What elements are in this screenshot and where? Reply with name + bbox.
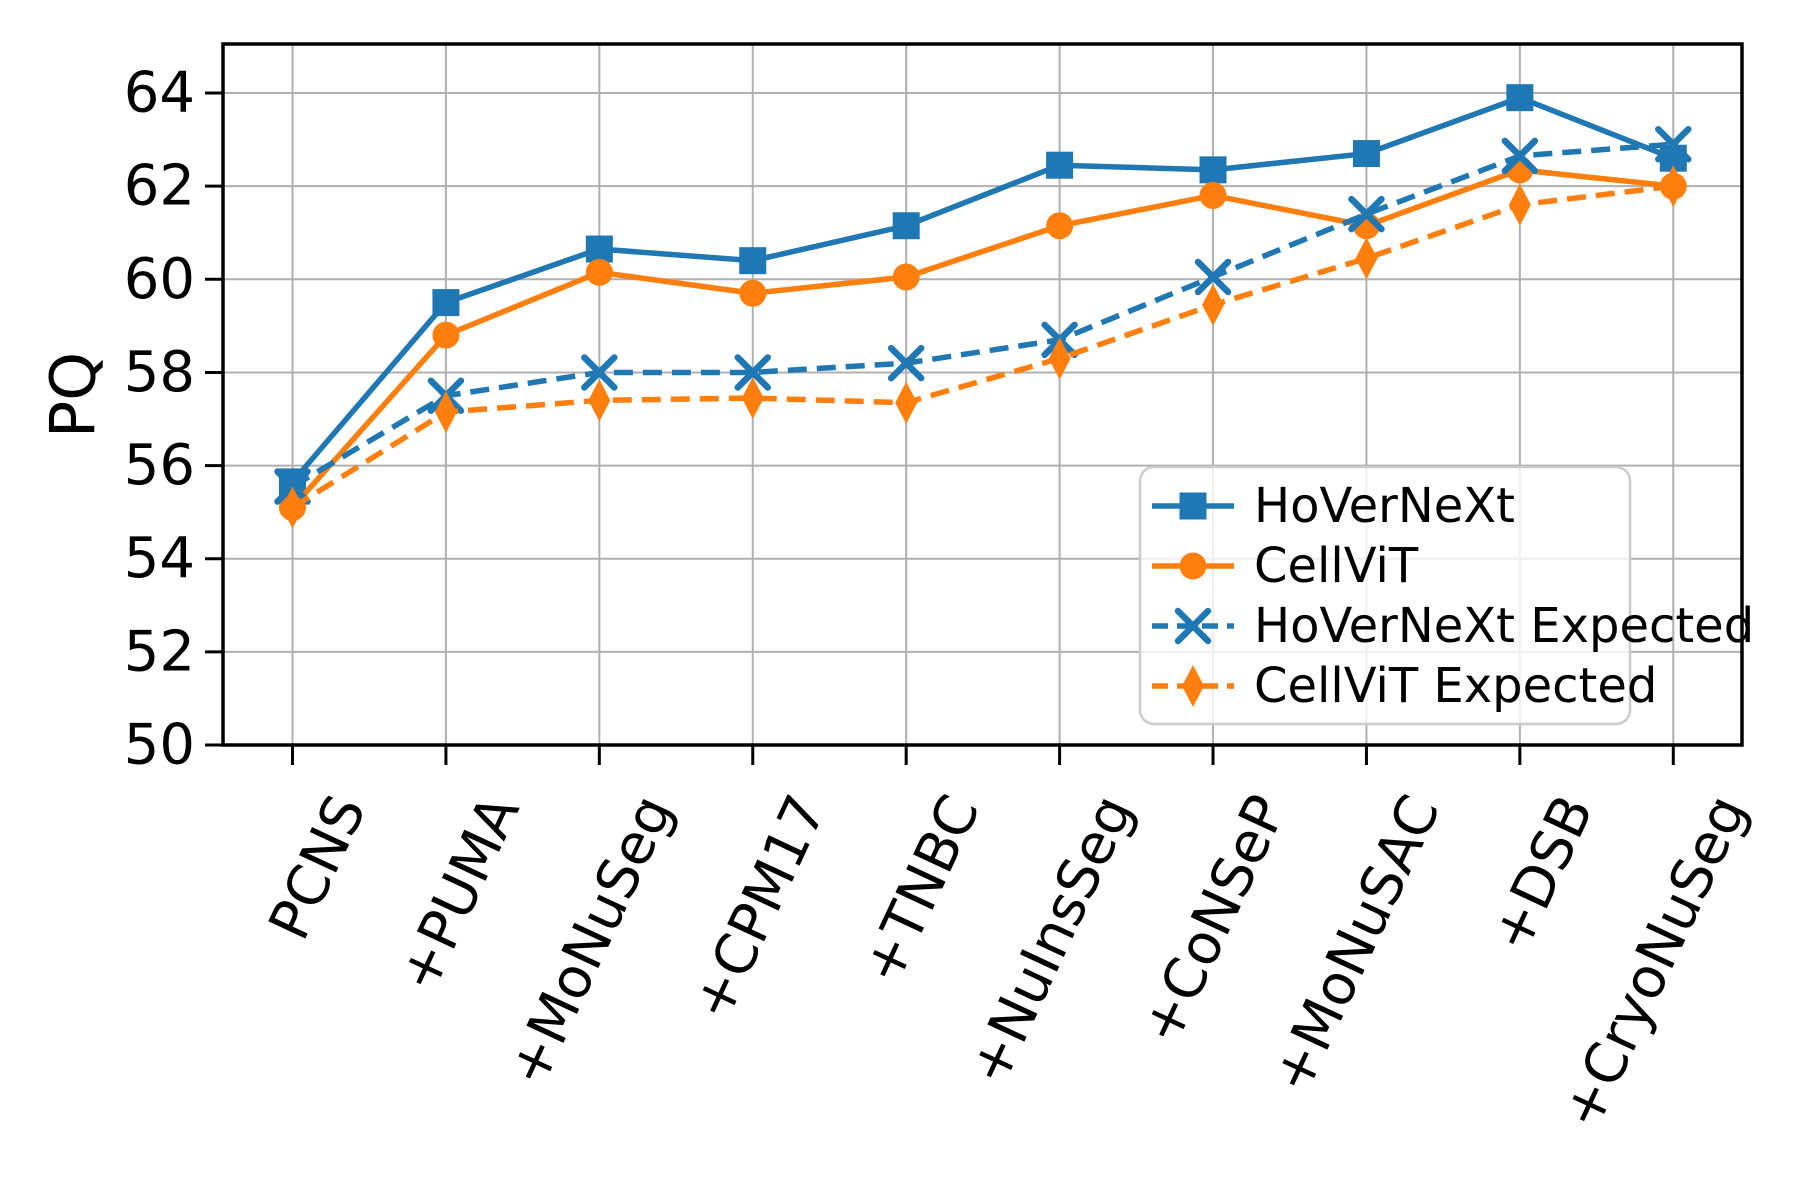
thin-diamond-marker [588,379,611,422]
y-tick-label: 50 [124,713,195,778]
thin-diamond-marker [1355,237,1378,280]
series-line-hovernext [290,94,1675,484]
legend-label: CellViT Expected [1254,658,1657,714]
x-marker [581,354,618,391]
x-marker [1174,607,1212,645]
square-marker [1179,492,1207,520]
thin-diamond-marker [1662,165,1685,208]
circle-marker [739,279,767,307]
thin-diamond-marker [1508,183,1531,226]
square-marker [1199,156,1227,184]
x-marker [887,344,925,382]
square-marker [1506,84,1534,112]
y-axis-label: PQ [37,352,110,438]
circle-marker [1046,212,1074,240]
square-marker [1046,151,1074,179]
legend-label: HoVerNeXt Expected [1254,598,1754,654]
x-marker [734,354,772,391]
y-tick-label: 58 [124,340,195,405]
axes-frame [221,42,1744,747]
thin-diamond-marker [434,391,457,434]
square-marker [432,289,460,317]
y-tick-label: 62 [124,154,195,219]
y-tick-label: 56 [124,433,195,498]
thin-diamond-marker [741,377,764,420]
legend-label: CellViT [1254,538,1419,594]
series-line-cellvit [290,167,1674,510]
legend-label: HoVerNeXt [1254,478,1515,534]
x-marker [1194,258,1232,296]
series-line-cellvit-expected [291,183,1674,510]
x-marker [1348,195,1385,233]
y-tick-label: 60 [124,247,195,312]
x-marker [1655,125,1692,163]
legend-box [1138,465,1632,726]
thin-diamond-marker [895,381,918,424]
y-tick-label: 54 [124,526,195,591]
square-marker [1352,140,1380,168]
square-marker [892,212,920,240]
circle-marker [892,263,920,291]
thin-diamond-marker [1048,337,1071,380]
thin-diamond-marker [1182,665,1204,707]
circle-marker [1179,552,1207,580]
x-marker [1501,137,1539,175]
circle-marker [585,258,613,286]
y-tick-label: 64 [124,61,195,126]
thin-diamond-marker [1202,283,1225,326]
thin-diamond-marker [281,486,304,529]
circle-marker [1199,181,1227,209]
square-marker [585,235,613,263]
y-tick-label: 52 [124,619,195,684]
square-marker [739,247,767,275]
circle-marker [432,321,460,349]
